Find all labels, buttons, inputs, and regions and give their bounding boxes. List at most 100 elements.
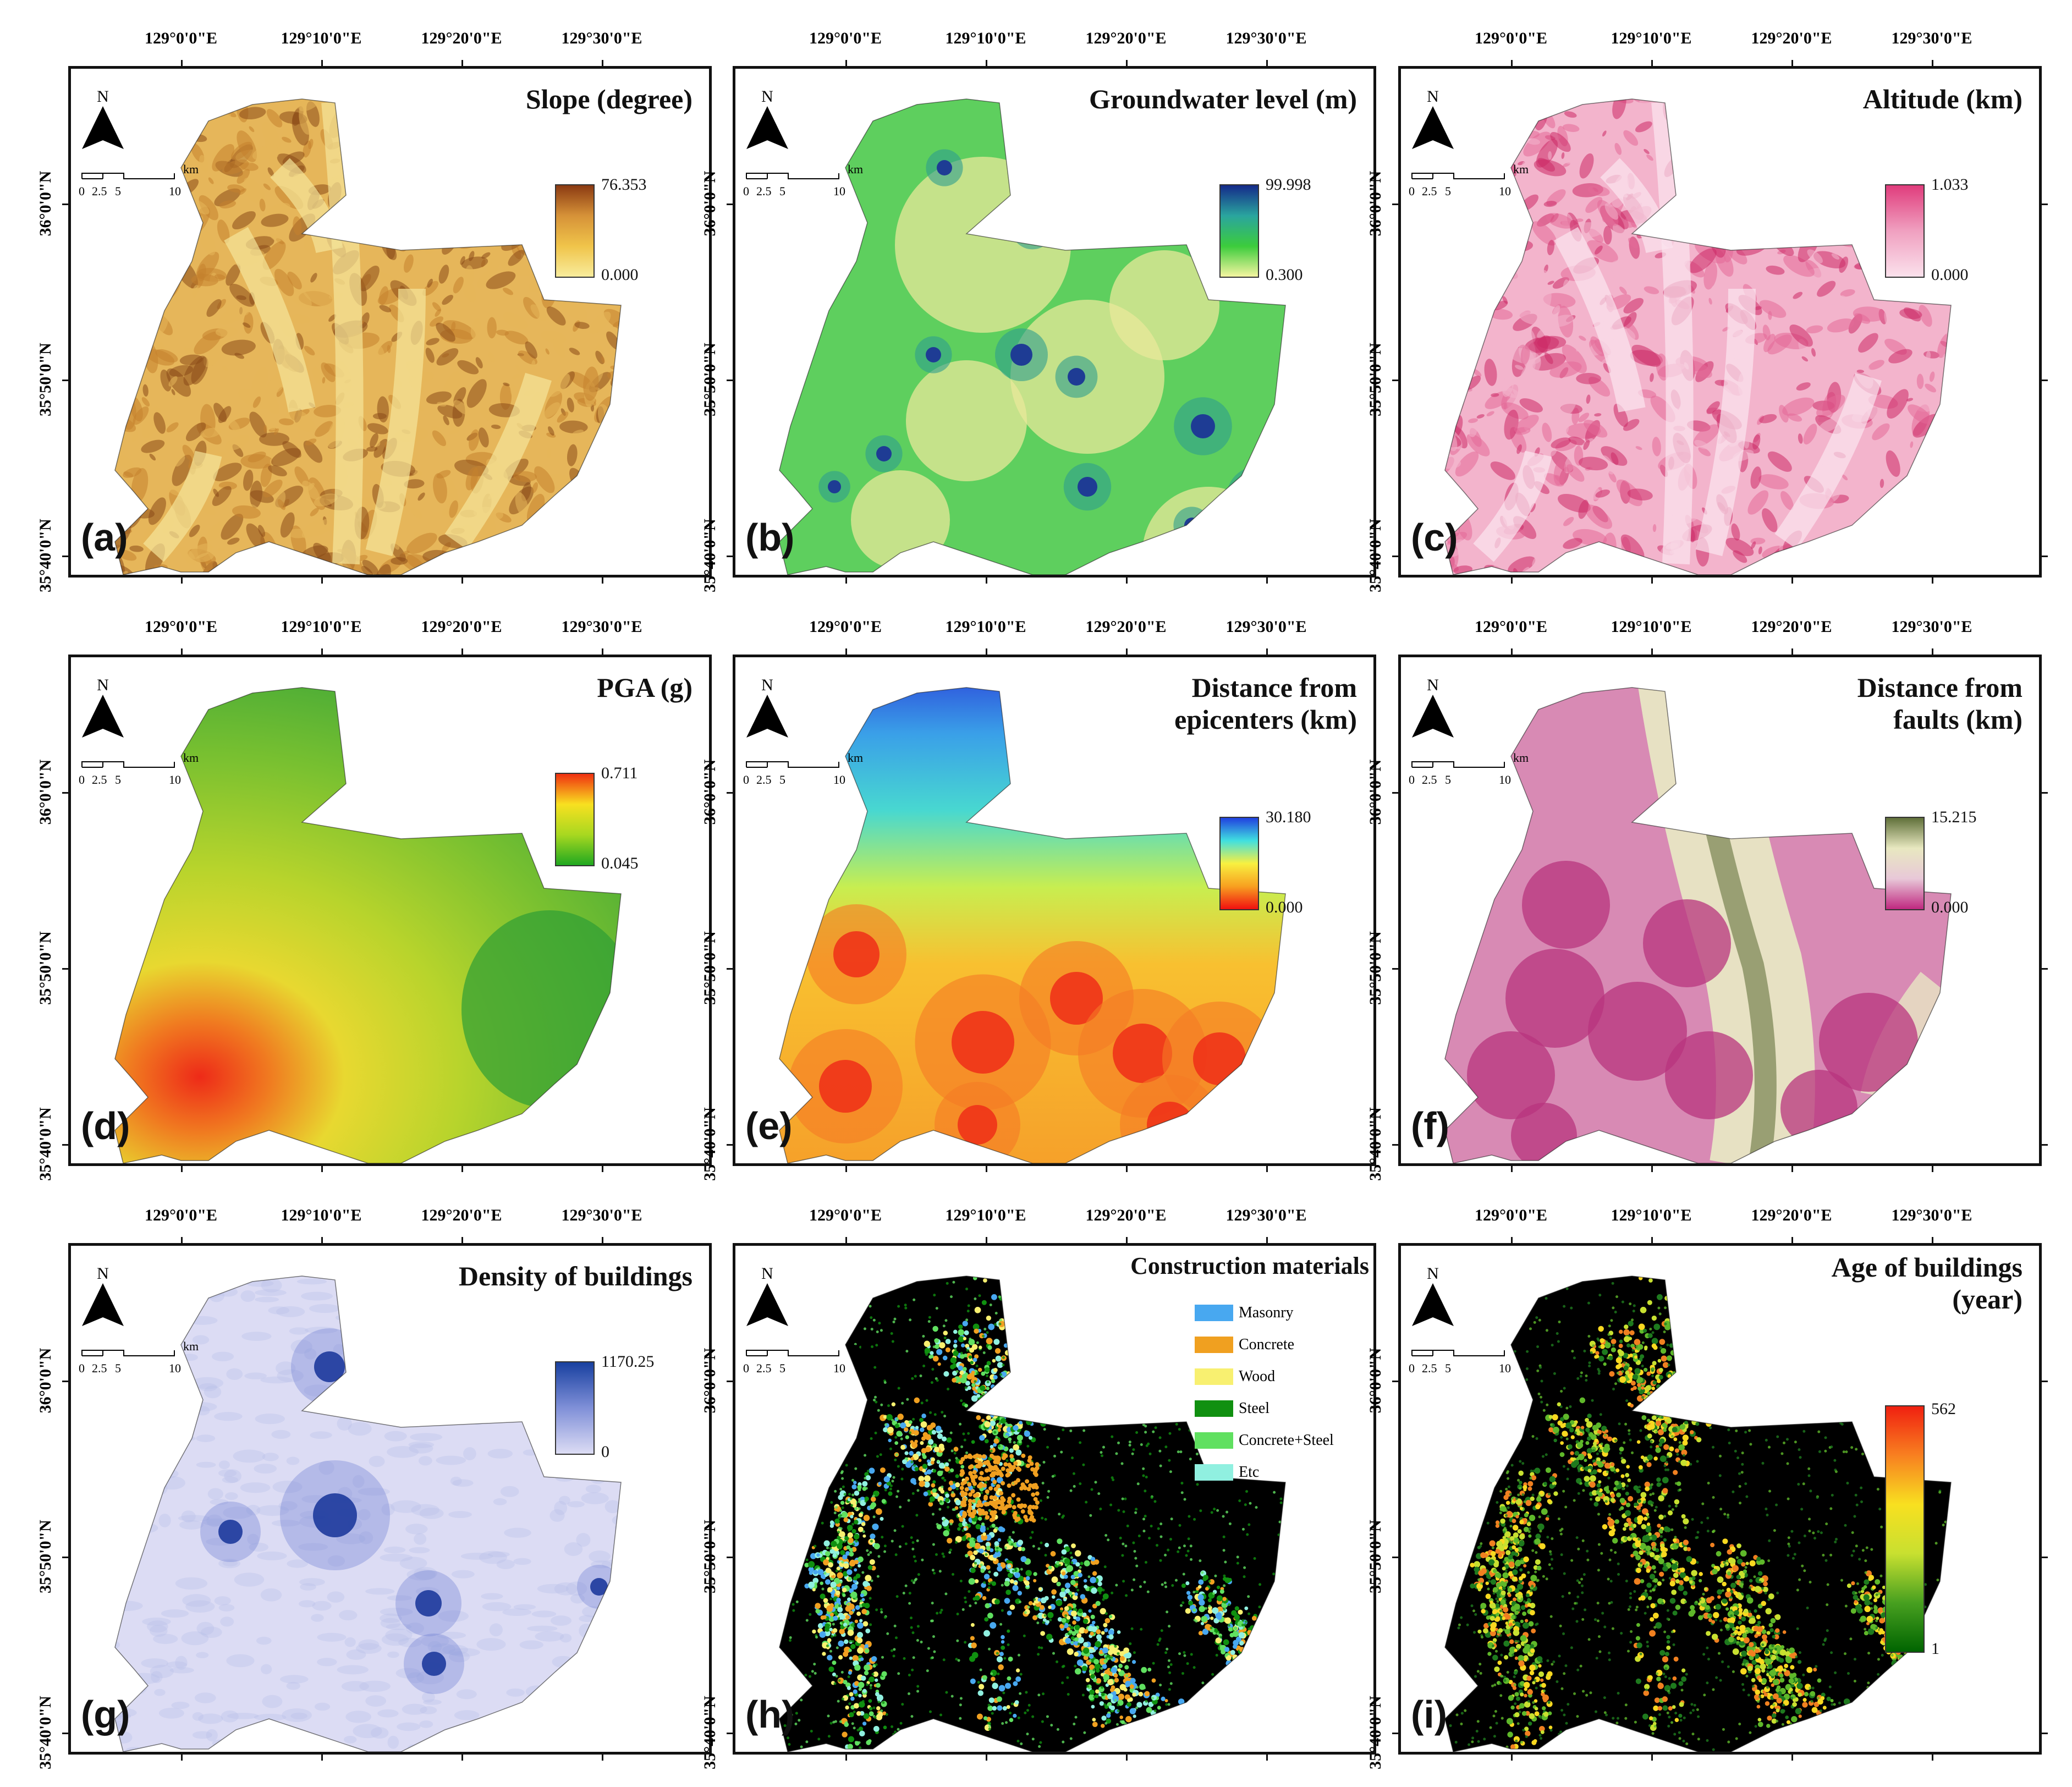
scale-unit: km <box>183 162 199 176</box>
tick-mark <box>1126 1163 1128 1172</box>
legend-min-value: 0.000 <box>1931 898 1969 916</box>
north-arrow-icon: N <box>1411 1264 1471 1330</box>
tick-mark <box>1511 1237 1513 1246</box>
tick-mark <box>602 1752 603 1761</box>
tick-mark <box>1932 1163 1933 1172</box>
latitude-label: 35°40'0"N <box>701 1696 719 1769</box>
scale-tick-label: 5 <box>115 184 121 198</box>
panel-title: Slope (degree) <box>526 83 693 115</box>
scale-bar: 0 2.5 5 10 km <box>1409 162 1532 212</box>
scale-tick-label: 10 <box>1499 184 1511 198</box>
tick-mark <box>461 575 463 584</box>
latitude-label: 36°0'0"N <box>701 171 719 237</box>
tick-mark <box>1511 1163 1513 1172</box>
north-arrow-icon: N <box>1411 87 1471 153</box>
tick-mark <box>1266 575 1268 584</box>
legend-item-label: Steel <box>1239 1400 1269 1417</box>
latitude-label: 35°40'0"N <box>701 519 719 592</box>
tick-mark <box>1932 648 1933 657</box>
tick-mark <box>1266 1163 1268 1172</box>
north-arrow-icon: N <box>81 87 141 153</box>
tick-mark <box>62 1381 71 1382</box>
tick-mark <box>1126 1237 1128 1246</box>
tick-mark <box>62 380 71 381</box>
tick-mark <box>461 648 463 657</box>
tick-mark <box>727 792 735 794</box>
legend-colorbar <box>555 773 595 866</box>
tick-mark <box>1392 1557 1401 1558</box>
legend-item-label: Masonry <box>1239 1304 1294 1321</box>
longitude-label: 129°30'0"E <box>561 29 642 47</box>
longitude-label: 129°10'0"E <box>1611 1206 1692 1224</box>
scale-tick-label: 2.5 <box>92 773 107 787</box>
longitude-label: 129°10'0"E <box>281 29 362 47</box>
map-region <box>1445 99 1951 575</box>
tick-mark <box>1511 60 1513 69</box>
tick-mark <box>1651 1237 1653 1246</box>
scale-tick-label: 5 <box>115 773 121 787</box>
latitude-label: 36°0'0"N <box>36 171 54 237</box>
scale-tick-label: 5 <box>779 184 785 198</box>
tick-mark <box>727 1733 735 1734</box>
map-canvas <box>114 687 622 1164</box>
latitude-label: 35°40'0"N <box>701 1107 719 1181</box>
latitude-label: 36°0'0"N <box>701 1348 719 1414</box>
longitude-label: 129°30'0"E <box>1891 1206 1972 1224</box>
tick-mark <box>727 1557 735 1558</box>
map-canvas <box>1444 98 1952 575</box>
tick-mark <box>2039 1557 2048 1558</box>
tick-mark <box>1651 575 1653 584</box>
north-label: N <box>97 87 109 106</box>
legend-item: Concrete <box>1195 1335 1294 1354</box>
longitude-label: 129°0'0"E <box>809 1206 882 1224</box>
legend-max-value: 1170.25 <box>601 1352 655 1371</box>
tick-mark <box>461 1237 463 1246</box>
panel-title-line: (year) <box>1952 1284 2022 1315</box>
latitude-label: 36°0'0"N <box>1366 759 1384 825</box>
north-arrow-icon: N <box>81 676 141 741</box>
legend-swatch <box>1195 1432 1233 1449</box>
legend-swatch <box>1195 1400 1233 1417</box>
tick-mark <box>1266 1752 1268 1761</box>
tick-mark <box>1511 575 1513 584</box>
panel-title-line: faults (km) <box>1893 704 2022 735</box>
tick-mark <box>181 60 183 69</box>
tick-mark <box>602 648 603 657</box>
scale-tick-label: 10 <box>1499 773 1511 787</box>
latitude-label: 35°40'0"N <box>1366 1107 1384 1181</box>
legend-colorbar <box>1885 817 1925 910</box>
tick-mark <box>2039 380 2048 381</box>
tick-mark <box>1791 648 1793 657</box>
tick-mark <box>1791 1752 1793 1761</box>
map-region <box>1445 1276 1951 1752</box>
latitude-label: 35°50'0"N <box>1366 931 1384 1005</box>
north-label: N <box>1427 676 1439 694</box>
tick-mark <box>1126 648 1128 657</box>
tick-mark <box>1791 60 1793 69</box>
scale-tick-label: 0 <box>79 184 85 198</box>
tick-mark <box>62 556 71 557</box>
panel-letter: (c) <box>1411 516 1458 559</box>
scale-bar: 0 2.5 5 10 km <box>1409 1339 1532 1389</box>
legend-swatch <box>1195 1337 1233 1353</box>
tick-mark <box>2039 1733 2048 1734</box>
map-canvas <box>1444 687 1952 1164</box>
longitude-label: 129°10'0"E <box>1611 29 1692 47</box>
longitude-label: 129°10'0"E <box>945 29 1026 47</box>
panel-title: Groundwater level (m) <box>1089 83 1357 115</box>
tick-mark <box>727 968 735 970</box>
scale-tick-label: 0 <box>1409 184 1415 198</box>
longitude-label: 129°0'0"E <box>1475 1206 1547 1224</box>
tick-mark <box>181 575 183 584</box>
scale-tick-label: 2.5 <box>756 1361 772 1375</box>
scale-unit: km <box>183 1339 199 1353</box>
panel-title-line: Construction materials <box>1130 1252 1369 1279</box>
map-panel-e: 129°0'0"E 129°10'0"E 129°20'0"E 129°30'0"E 3… <box>701 618 1376 1181</box>
latitude-label: 35°40'0"N <box>36 1696 54 1769</box>
longitude-label: 129°20'0"E <box>421 618 502 636</box>
tick-mark <box>1651 1752 1653 1761</box>
tick-mark <box>1932 1237 1933 1246</box>
longitude-label: 129°20'0"E <box>1751 1206 1832 1224</box>
scale-tick-label: 10 <box>833 184 845 198</box>
panel-title-line: Slope (degree) <box>525 84 693 114</box>
